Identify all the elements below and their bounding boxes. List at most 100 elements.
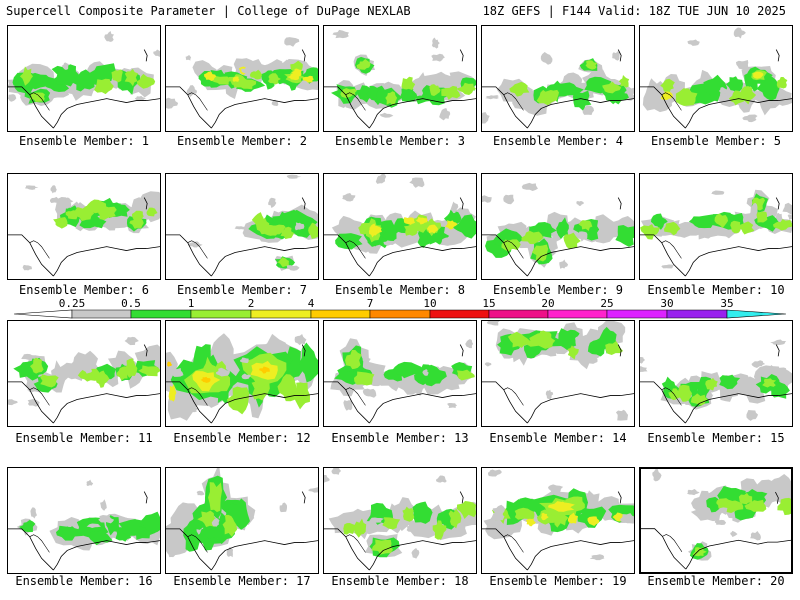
ensemble-member-2-map[interactable] bbox=[165, 25, 319, 132]
scp-contour-level-3 bbox=[587, 516, 600, 526]
scp-contour-level-2 bbox=[756, 211, 768, 223]
ensemble-member-19-map[interactable] bbox=[481, 467, 635, 574]
scp-contour-level-0 bbox=[624, 87, 634, 95]
coastline bbox=[8, 381, 160, 424]
scp-contour-level-0 bbox=[586, 354, 598, 364]
coastline bbox=[324, 86, 476, 129]
scp-contour-level-2 bbox=[567, 345, 579, 360]
ensemble-member-label: Ensemble Member: 1 bbox=[18, 134, 150, 148]
scp-contour-level-2 bbox=[429, 84, 441, 96]
ensemble-member-18-map[interactable] bbox=[323, 467, 477, 574]
scp-contour-level-2 bbox=[28, 92, 45, 102]
scp-contour-level-0 bbox=[153, 49, 160, 57]
ensemble-member-20-map[interactable] bbox=[639, 467, 793, 574]
coastline bbox=[8, 234, 160, 277]
scp-contour-level-2 bbox=[77, 368, 102, 382]
colorbar-max-arrow bbox=[726, 309, 787, 319]
scp-contour-level-4 bbox=[167, 361, 172, 367]
lake-outline bbox=[143, 344, 148, 357]
scp-contour-level-0 bbox=[521, 182, 538, 191]
scp-contour-level-2 bbox=[456, 369, 475, 381]
colorbar-swatch bbox=[606, 309, 668, 319]
scp-contour-level-2 bbox=[95, 370, 110, 388]
scp-contour-level-0 bbox=[775, 212, 783, 223]
country-border bbox=[187, 387, 208, 406]
country-border bbox=[661, 92, 682, 111]
scp-contour-level-0 bbox=[711, 190, 725, 195]
scp-contour-level-1 bbox=[725, 76, 744, 93]
scp-contour-level-0 bbox=[576, 231, 588, 242]
coastline bbox=[482, 381, 634, 424]
scp-contour-level-2 bbox=[222, 514, 238, 537]
scp-contour-level-2 bbox=[705, 378, 718, 391]
ensemble-member-11-map[interactable] bbox=[7, 320, 161, 427]
scp-contour-level-0 bbox=[592, 214, 624, 244]
coastline bbox=[482, 234, 634, 277]
scp-contour-level-2 bbox=[690, 393, 708, 406]
ensemble-member-15-map[interactable] bbox=[639, 320, 793, 427]
ensemble-member-3-map[interactable] bbox=[323, 25, 477, 132]
scp-contour-level-0 bbox=[486, 321, 500, 326]
scp-contour-level-0 bbox=[652, 469, 662, 482]
lake-outline bbox=[775, 197, 780, 210]
ensemble-member-8-map[interactable] bbox=[323, 173, 477, 280]
scp-contour-level-3 bbox=[232, 76, 240, 82]
coastline bbox=[166, 234, 318, 277]
scp-contour-level-0 bbox=[503, 194, 515, 205]
ensemble-member-label: Ensemble Member: 17 bbox=[173, 574, 311, 588]
scp-contour-level-2 bbox=[776, 77, 788, 89]
ensemble-member-7-map[interactable] bbox=[165, 173, 319, 280]
country-border bbox=[345, 534, 366, 553]
scp-contour-level-2 bbox=[737, 221, 755, 235]
scp-contour-level-0 bbox=[714, 519, 727, 526]
ensemble-member-label: Ensemble Member: 4 bbox=[492, 134, 624, 148]
ensemble-member-12-map[interactable] bbox=[165, 320, 319, 427]
scp-contour-level-0 bbox=[589, 554, 605, 561]
scp-contour-level-0 bbox=[124, 336, 139, 346]
scp-contour-level-0 bbox=[482, 195, 492, 203]
scp-contour-level-3 bbox=[567, 512, 579, 524]
ensemble-member-1-map[interactable] bbox=[7, 25, 161, 132]
ensemble-member-6-map[interactable] bbox=[7, 173, 161, 280]
scp-contour-level-0 bbox=[582, 105, 595, 116]
ensemble-member-16-map[interactable] bbox=[7, 467, 161, 574]
colorbar-tick-label: 1 bbox=[188, 297, 195, 310]
colorbar-tick-label: 7 bbox=[367, 297, 374, 310]
coastline bbox=[166, 86, 318, 129]
scp-contour-level-0 bbox=[168, 549, 177, 558]
country-border bbox=[345, 240, 366, 259]
country-border bbox=[345, 387, 366, 406]
scp-contour-level-2 bbox=[402, 506, 415, 522]
lake-outline bbox=[301, 49, 306, 62]
ensemble-member-10-map[interactable] bbox=[639, 173, 793, 280]
colorbar-swatch bbox=[71, 309, 132, 319]
scp-contour-level-0 bbox=[332, 29, 349, 39]
scp-contour-level-0 bbox=[187, 241, 203, 248]
scp-contour-level-0 bbox=[787, 214, 792, 220]
ensemble-member-14-map[interactable] bbox=[481, 320, 635, 427]
scp-contour-level-2 bbox=[692, 547, 707, 557]
scp-contour-level-2 bbox=[660, 78, 675, 94]
scp-contour-level-3 bbox=[753, 71, 764, 79]
ensemble-member-9-map[interactable] bbox=[481, 173, 635, 280]
scp-contour-level-2 bbox=[265, 224, 286, 235]
scp-contour-level-0 bbox=[576, 200, 585, 206]
ensemble-member-13-map[interactable] bbox=[323, 320, 477, 427]
scp-contour-level-1 bbox=[556, 217, 569, 239]
scp-contour-level-1 bbox=[719, 374, 741, 390]
ensemble-member-label: Ensemble Member: 11 bbox=[15, 431, 153, 445]
scp-contour-level-2 bbox=[354, 371, 375, 386]
scp-contour-level-0 bbox=[640, 357, 646, 364]
scp-contour-level-2 bbox=[526, 331, 556, 349]
ensemble-member-17-map[interactable] bbox=[165, 467, 319, 574]
ensemble-member-label: Ensemble Member: 3 bbox=[334, 134, 466, 148]
lake-outline bbox=[617, 491, 622, 504]
ensemble-member-5-map[interactable] bbox=[639, 25, 793, 132]
scp-contour-level-2 bbox=[585, 60, 598, 70]
scp-contour-level-2 bbox=[129, 216, 144, 229]
scp-contour-level-0 bbox=[61, 197, 74, 205]
scp-contour-level-2 bbox=[308, 222, 318, 239]
lake-outline bbox=[775, 491, 779, 504]
colorbar-swatch bbox=[666, 309, 728, 319]
ensemble-member-4-map[interactable] bbox=[481, 25, 635, 132]
